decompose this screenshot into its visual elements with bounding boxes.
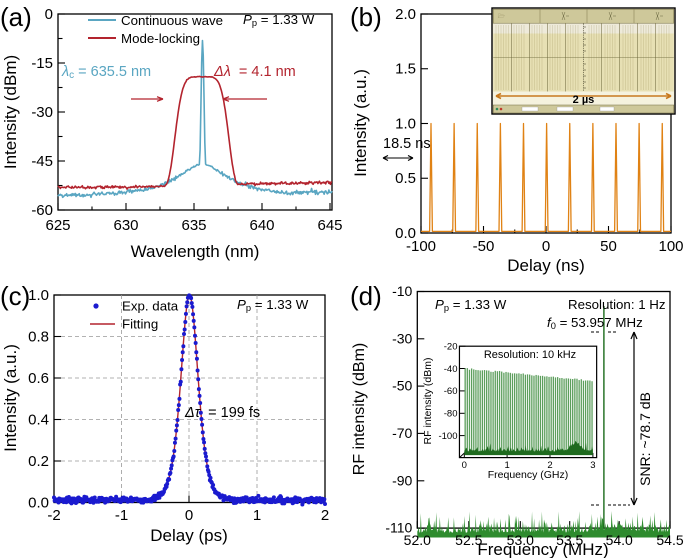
svg-text:1.0: 1.0 — [28, 287, 49, 304]
svg-text:-1: -1 — [115, 507, 128, 524]
svg-text:-20: -20 — [444, 342, 458, 353]
svg-text:(c): (c) — [0, 281, 30, 311]
svg-text:Delay (ps): Delay (ps) — [150, 526, 227, 545]
svg-text:Δτ = 199 fs: Δτ = 199 fs — [184, 405, 260, 421]
svg-text:625: 625 — [45, 217, 70, 234]
svg-text:1.0: 1.0 — [395, 116, 416, 133]
svg-text:Delay (ns): Delay (ns) — [507, 256, 584, 275]
svg-text:-2: -2 — [47, 507, 60, 524]
svg-text:(d): (d) — [350, 281, 382, 311]
svg-text:(a): (a) — [0, 2, 32, 32]
svg-text:-90: -90 — [392, 472, 412, 488]
svg-text:0: 0 — [462, 460, 467, 471]
svg-text:Exp. data: Exp. data — [122, 299, 179, 314]
svg-text:(b): (b) — [350, 2, 382, 32]
svg-text:Resolution: 1 Hz: Resolution: 1 Hz — [568, 297, 666, 312]
svg-text:18.5 ns: 18.5 ns — [383, 136, 431, 152]
svg-text:635: 635 — [181, 217, 206, 234]
svg-text:640: 640 — [249, 217, 274, 234]
svg-text:🗁: 🗁 — [498, 13, 506, 20]
svg-text:-45: -45 — [31, 153, 53, 170]
svg-text:Wavelength (nm): Wavelength (nm) — [131, 242, 260, 261]
svg-text:f0 = 53.957 MHz: f0 = 53.957 MHz — [547, 315, 643, 331]
svg-text:Frequency (MHz): Frequency (MHz) — [477, 540, 608, 558]
svg-text:0.2: 0.2 — [28, 453, 49, 470]
svg-text:Frequency (GHz): Frequency (GHz) — [488, 469, 569, 481]
svg-text:2 µs: 2 µs — [573, 94, 595, 106]
svg-text:1.5: 1.5 — [395, 61, 416, 78]
svg-text:Pp = 1.33 W: Pp = 1.33 W — [435, 297, 507, 313]
svg-text:54.0: 54.0 — [606, 532, 633, 548]
svg-text:50: 50 — [600, 238, 617, 255]
svg-text:54.5: 54.5 — [656, 532, 683, 548]
svg-text:645: 645 — [317, 217, 342, 234]
svg-text:Continuous wave: Continuous wave — [121, 13, 223, 28]
svg-text:-60: -60 — [444, 386, 458, 397]
svg-text:Mode-locking: Mode-locking — [121, 31, 200, 46]
svg-text:Pp = 1.33 W: Pp = 1.33 W — [237, 297, 309, 313]
svg-text:RF intensity (dBm): RF intensity (dBm) — [351, 343, 368, 475]
svg-text:-50: -50 — [392, 378, 412, 394]
svg-text:SNR: ~78.7 dB: SNR: ~78.7 dB — [637, 392, 653, 486]
svg-text:λc = 635.5 nm: λc = 635.5 nm — [61, 64, 151, 81]
svg-text:Intensity (a.u.): Intensity (a.u.) — [1, 344, 20, 452]
svg-text:Intensity (a.u.): Intensity (a.u.) — [351, 69, 370, 177]
svg-text:0.5: 0.5 — [395, 170, 416, 187]
svg-text:Fitting: Fitting — [122, 317, 158, 332]
svg-text:2.0: 2.0 — [395, 6, 416, 23]
svg-text:52.0: 52.0 — [404, 532, 431, 548]
svg-text:1: 1 — [253, 507, 261, 524]
svg-text:-30: -30 — [392, 330, 412, 346]
svg-text:0: 0 — [45, 6, 53, 23]
svg-text:Resolution: 10 kHz: Resolution: 10 kHz — [484, 349, 576, 361]
svg-text:-80: -80 — [444, 409, 458, 420]
svg-text:0: 0 — [185, 507, 193, 524]
svg-text:-70: -70 — [392, 425, 412, 441]
svg-text:2: 2 — [321, 507, 329, 524]
svg-text:0.6: 0.6 — [28, 370, 49, 387]
svg-text:0: 0 — [542, 238, 550, 255]
svg-text:-30: -30 — [31, 104, 53, 121]
svg-text:Δλ = 4.1 nm: Δλ = 4.1 nm — [213, 64, 296, 80]
svg-text:0.8: 0.8 — [28, 329, 49, 346]
svg-text:-40: -40 — [444, 364, 458, 375]
svg-text:RF intensity (dBm): RF intensity (dBm) — [422, 358, 434, 445]
svg-text:3: 3 — [590, 460, 595, 471]
svg-text:-50: -50 — [473, 238, 495, 255]
svg-text:-15: -15 — [31, 55, 53, 72]
svg-text:0.4: 0.4 — [28, 412, 49, 429]
svg-text:Intensity (dBm): Intensity (dBm) — [1, 55, 20, 169]
svg-text:0.0: 0.0 — [28, 495, 49, 512]
svg-text:-100: -100 — [406, 238, 436, 255]
svg-text:630: 630 — [113, 217, 138, 234]
svg-text:100: 100 — [658, 238, 683, 255]
svg-text:-100: -100 — [438, 431, 457, 442]
svg-text:-10: -10 — [392, 283, 412, 299]
